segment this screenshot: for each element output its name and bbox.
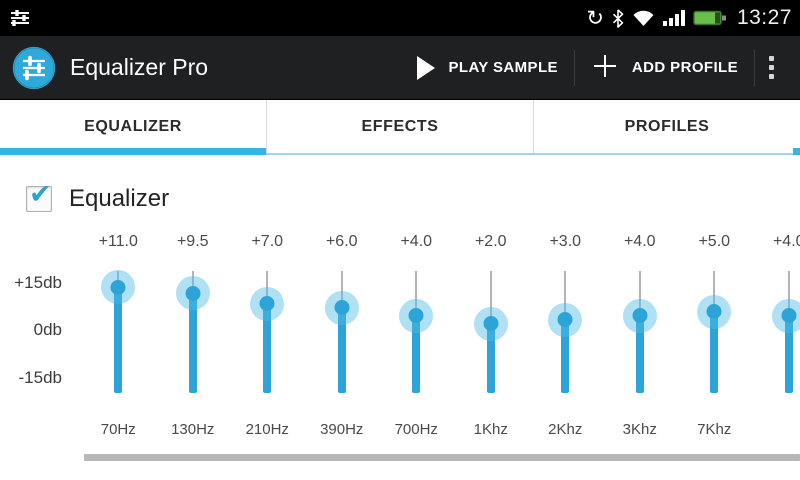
- band-freq-label: 130Hz: [171, 421, 215, 438]
- slider-thumb[interactable]: [110, 279, 126, 295]
- play-icon: [417, 55, 436, 80]
- equalizer-notification-icon: [8, 6, 32, 30]
- slider-fill: [412, 315, 421, 393]
- band-slider[interactable]: [322, 271, 362, 393]
- status-bar: ↻ 13:27: [0, 0, 800, 36]
- slider-thumb[interactable]: [706, 304, 722, 320]
- eq-band: +2.0 1Khz: [454, 233, 529, 438]
- horizontal-scrollbar[interactable]: [84, 454, 800, 461]
- slider-fill: [784, 315, 793, 393]
- eq-bands: +11.0 70Hz +9.5 130Hz +7.0 210Hz +6.0 390Hz +4.0…: [81, 233, 800, 438]
- band-gain-label: +11.0: [98, 233, 138, 250]
- eq-band: +4.0: [752, 233, 800, 438]
- slider-thumb[interactable]: [185, 285, 201, 301]
- eq-band: +5.0 7Khz: [677, 233, 752, 438]
- tab-profiles[interactable]: PROFILES: [533, 100, 800, 153]
- band-gain-label: +5.0: [698, 233, 731, 250]
- axis-label-max: +15db: [14, 273, 62, 292]
- slider-fill: [188, 293, 197, 393]
- band-gain-label: +4.0: [772, 233, 800, 250]
- band-freq-label: 390Hz: [320, 421, 364, 438]
- band-gain-label: +2.0: [474, 233, 507, 250]
- play-sample-label: PLAY SAMPLE: [448, 59, 558, 76]
- axis-label-min: -15db: [18, 368, 62, 387]
- eq-band: +11.0 70Hz: [81, 233, 156, 438]
- band-gain-label: +4.0: [623, 233, 656, 250]
- slider-thumb[interactable]: [259, 296, 275, 312]
- plus-icon: [591, 52, 619, 84]
- equalizer-enable-checkbox[interactable]: ✔: [26, 179, 52, 212]
- band-slider[interactable]: [247, 271, 287, 393]
- axis-label-zero: 0db: [33, 320, 62, 339]
- band-gain-label: +9.5: [176, 233, 209, 250]
- tab-effects[interactable]: EFFECTS: [266, 100, 533, 153]
- slider-fill: [114, 287, 123, 393]
- slider-fill: [263, 303, 272, 393]
- overflow-dot: [769, 56, 774, 61]
- band-freq-label: 7Khz: [697, 421, 732, 438]
- play-sample-button[interactable]: PLAY SAMPLE: [401, 36, 573, 100]
- action-bar-actions: PLAY SAMPLE ADD PROFILE: [401, 36, 788, 100]
- equalizer-panel: ✔ Equalizer +15db 0db -15db +11.0 70Hz +9.…: [0, 155, 800, 480]
- band-freq-label: 70Hz: [100, 421, 136, 438]
- battery-icon: [693, 9, 727, 27]
- band-freq-label: 700Hz: [394, 421, 438, 438]
- equalizer-enable-row[interactable]: ✔ Equalizer: [26, 179, 170, 213]
- slider-thumb[interactable]: [483, 316, 499, 332]
- add-profile-label: ADD PROFILE: [631, 59, 738, 76]
- tab-bar: EQUALIZER EFFECTS PROFILES: [0, 100, 800, 155]
- slider-thumb[interactable]: [408, 308, 424, 324]
- bluetooth-icon: [612, 8, 624, 28]
- eq-band: +6.0 390Hz: [305, 233, 380, 438]
- band-slider[interactable]: [769, 271, 800, 393]
- eq-band: +4.0 700Hz: [379, 233, 454, 438]
- status-time: 13:27: [736, 6, 792, 29]
- slider-thumb[interactable]: [334, 300, 350, 316]
- eq-band: +3.0 2Khz: [528, 233, 603, 438]
- app-title: Equalizer Pro: [70, 54, 209, 80]
- overflow-dot: [769, 74, 774, 79]
- sync-icon: ↻: [586, 5, 604, 30]
- slider-fill: [486, 323, 495, 393]
- eq-band: +4.0 3Khz: [603, 233, 678, 438]
- checkmark-icon: ✔: [29, 179, 52, 210]
- app-icon: [12, 46, 56, 90]
- signal-strength-icon: [662, 10, 685, 26]
- slider-fill: [561, 319, 570, 393]
- band-slider[interactable]: [173, 271, 213, 393]
- band-slider[interactable]: [620, 271, 660, 393]
- band-slider[interactable]: [545, 271, 585, 393]
- band-freq-label: 210Hz: [245, 421, 289, 438]
- eq-band: +7.0 210Hz: [230, 233, 305, 438]
- add-profile-button[interactable]: ADD PROFILE: [575, 36, 754, 100]
- slider-thumb[interactable]: [781, 308, 797, 324]
- band-gain-label: +4.0: [400, 233, 433, 250]
- tab-equalizer[interactable]: EQUALIZER: [0, 100, 266, 155]
- slider-thumb[interactable]: [557, 312, 573, 328]
- band-gain-label: +6.0: [325, 233, 358, 250]
- band-freq-label: 1Khz: [473, 421, 508, 438]
- overflow-menu-button[interactable]: [755, 36, 788, 100]
- band-freq-label: 3Khz: [622, 421, 657, 438]
- band-gain-label: +3.0: [549, 233, 582, 250]
- slider-fill: [337, 307, 346, 393]
- band-freq-label: 2Khz: [548, 421, 583, 438]
- slider-fill: [710, 311, 719, 393]
- equalizer-enable-label: Equalizer: [69, 185, 170, 212]
- action-bar-divider: [754, 49, 755, 86]
- wifi-icon: [632, 9, 655, 27]
- action-bar-divider: [573, 49, 575, 86]
- slider-fill: [635, 315, 644, 393]
- band-slider[interactable]: [98, 270, 138, 393]
- tab-strip-edge-indicator: [793, 148, 800, 155]
- eq-band: +9.5 130Hz: [156, 233, 231, 438]
- band-slider[interactable]: [694, 271, 734, 393]
- band-slider[interactable]: [396, 271, 436, 393]
- slider-thumb[interactable]: [632, 308, 648, 324]
- band-gain-label: +7.0: [251, 233, 284, 250]
- overflow-dot: [769, 65, 774, 70]
- action-bar: Equalizer Pro PLAY SAMPLE ADD PROFILE: [0, 36, 800, 100]
- band-slider[interactable]: [471, 271, 511, 393]
